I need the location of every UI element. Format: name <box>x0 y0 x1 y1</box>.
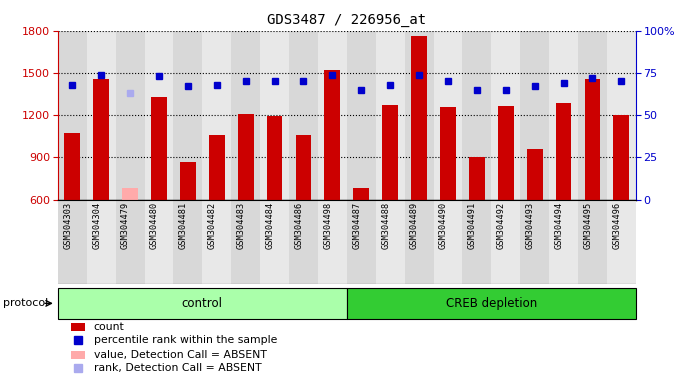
Bar <box>122 189 138 200</box>
Bar <box>347 31 376 200</box>
Bar <box>607 31 636 200</box>
Bar <box>203 31 231 200</box>
Text: GSM304492: GSM304492 <box>497 201 506 248</box>
Bar <box>116 31 144 200</box>
Text: GSM304494: GSM304494 <box>555 201 564 248</box>
Bar <box>527 149 543 200</box>
Bar <box>231 200 260 284</box>
Bar <box>549 31 578 200</box>
Text: control: control <box>182 297 223 310</box>
Bar <box>411 36 427 200</box>
Bar <box>405 31 434 200</box>
Bar <box>354 189 369 200</box>
Bar <box>289 31 318 200</box>
Text: GSM304304: GSM304304 <box>92 201 101 248</box>
Bar <box>65 133 80 200</box>
Bar <box>260 200 289 284</box>
Bar <box>492 200 520 284</box>
Text: protocol: protocol <box>3 298 49 308</box>
Bar <box>318 31 347 200</box>
Bar <box>58 31 87 200</box>
Bar <box>462 200 492 284</box>
Bar <box>87 31 116 200</box>
Bar <box>607 200 636 284</box>
Text: GSM304498: GSM304498 <box>324 201 333 248</box>
Text: GSM304488: GSM304488 <box>381 201 390 248</box>
Bar <box>144 31 173 200</box>
Bar <box>405 200 434 284</box>
Bar <box>231 31 260 200</box>
Bar <box>376 31 405 200</box>
Bar <box>58 200 87 284</box>
Bar <box>347 200 376 284</box>
Bar <box>520 31 549 200</box>
Bar <box>238 114 254 200</box>
Bar <box>578 200 607 284</box>
Bar <box>324 70 340 200</box>
Bar <box>556 103 571 200</box>
Bar <box>116 200 144 284</box>
Bar <box>71 323 85 331</box>
Text: CREB depletion: CREB depletion <box>445 297 537 310</box>
Text: GSM304487: GSM304487 <box>352 201 361 248</box>
Bar <box>498 106 513 200</box>
Text: GSM304489: GSM304489 <box>410 201 419 248</box>
Bar <box>260 31 289 200</box>
Bar <box>71 351 85 359</box>
Bar <box>492 31 520 200</box>
Bar <box>151 97 167 200</box>
Text: GSM304496: GSM304496 <box>613 201 622 248</box>
Bar <box>318 200 347 284</box>
Text: percentile rank within the sample: percentile rank within the sample <box>94 335 277 345</box>
Text: GSM304480: GSM304480 <box>150 201 159 248</box>
Bar <box>434 31 462 200</box>
Bar <box>376 200 405 284</box>
Text: GSM304303: GSM304303 <box>63 201 72 248</box>
Bar <box>289 200 318 284</box>
Text: GSM304481: GSM304481 <box>179 201 188 248</box>
Text: GSM304483: GSM304483 <box>237 201 245 248</box>
Text: GSM304493: GSM304493 <box>526 201 534 248</box>
Text: GSM304482: GSM304482 <box>208 201 217 248</box>
Bar <box>209 135 224 200</box>
Text: GDS3487 / 226956_at: GDS3487 / 226956_at <box>267 13 426 27</box>
Bar <box>382 105 398 200</box>
Bar <box>469 157 485 200</box>
Text: GSM304495: GSM304495 <box>583 201 592 248</box>
Text: GSM304491: GSM304491 <box>468 201 477 248</box>
Bar <box>520 200 549 284</box>
Bar <box>87 200 116 284</box>
Text: GSM304479: GSM304479 <box>121 201 130 248</box>
Bar <box>549 200 578 284</box>
Bar <box>203 200 231 284</box>
Bar <box>173 31 203 200</box>
Bar <box>180 162 196 200</box>
Bar <box>585 79 600 200</box>
Bar <box>434 200 462 284</box>
Bar <box>578 31 607 200</box>
Text: GSM304486: GSM304486 <box>294 201 303 248</box>
Bar <box>144 200 173 284</box>
Bar <box>173 200 203 284</box>
Bar <box>462 31 492 200</box>
Text: GSM304484: GSM304484 <box>266 201 275 248</box>
Bar <box>267 116 282 200</box>
Bar <box>440 107 456 200</box>
Bar <box>93 79 109 200</box>
Text: GSM304490: GSM304490 <box>439 201 448 248</box>
Bar <box>296 135 311 200</box>
Text: value, Detection Call = ABSENT: value, Detection Call = ABSENT <box>94 350 267 360</box>
Text: rank, Detection Call = ABSENT: rank, Detection Call = ABSENT <box>94 363 262 373</box>
Text: count: count <box>94 322 124 332</box>
Bar <box>613 115 629 200</box>
